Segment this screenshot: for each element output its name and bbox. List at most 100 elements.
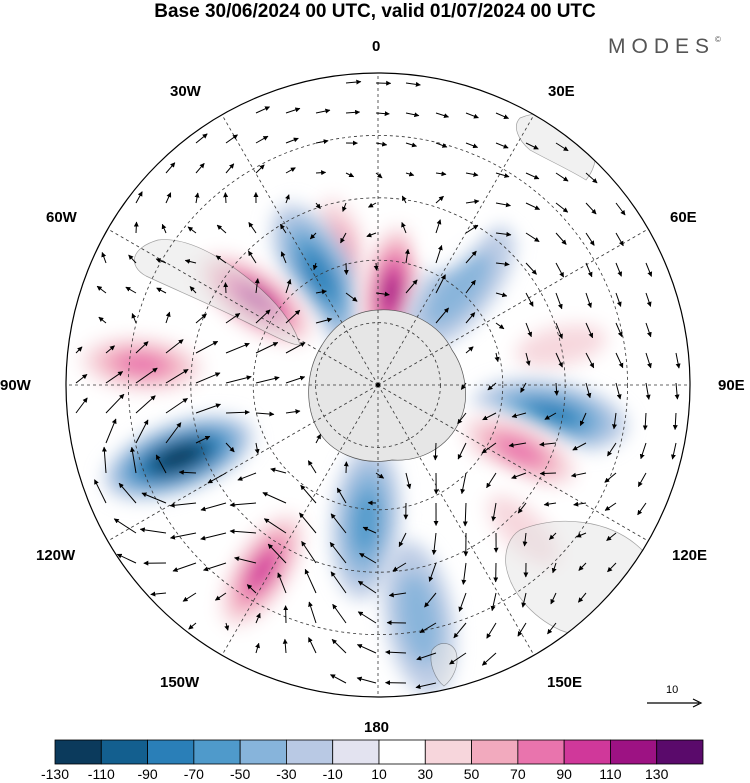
wind-arrow bbox=[200, 532, 227, 541]
wind-arrow bbox=[385, 649, 407, 655]
wind-arrow bbox=[525, 292, 534, 307]
wind-arrow bbox=[225, 409, 250, 415]
wind-arrow bbox=[141, 492, 167, 504]
wind-arrow bbox=[315, 170, 327, 176]
wind-arrow bbox=[187, 226, 197, 234]
wind-arrow bbox=[255, 342, 279, 354]
wind-arrow bbox=[551, 562, 557, 574]
wind-arrow bbox=[248, 250, 257, 264]
wind-arrow bbox=[612, 412, 617, 430]
wind-arrow bbox=[405, 472, 412, 490]
wind-arrow bbox=[482, 412, 497, 421]
wind-arrow bbox=[674, 382, 680, 400]
wind-arrow bbox=[255, 309, 271, 324]
wind-arrow bbox=[457, 412, 467, 425]
colorbar-tick-label: 10 bbox=[371, 766, 387, 782]
wind-arrow bbox=[615, 352, 624, 369]
wind-arrow bbox=[195, 162, 205, 174]
wind-arrow bbox=[300, 484, 317, 504]
wind-arrow bbox=[307, 460, 317, 474]
wind-arrow bbox=[465, 224, 479, 234]
wind-arrow bbox=[356, 676, 377, 684]
wind-arrow bbox=[340, 232, 347, 244]
wind-arrow bbox=[465, 171, 479, 177]
wind-arrow bbox=[517, 502, 527, 514]
wind-arrow bbox=[462, 502, 468, 527]
longitude-label-30e: 30E bbox=[548, 83, 575, 100]
wind-arrow bbox=[263, 518, 287, 534]
wind-arrow bbox=[254, 442, 260, 455]
wind-arrow bbox=[401, 195, 407, 204]
wind-arrow bbox=[75, 346, 83, 354]
wind-arrow bbox=[225, 375, 252, 384]
wind-arrow bbox=[645, 352, 652, 369]
wind-arrow bbox=[195, 435, 211, 444]
meridian-line bbox=[107, 228, 379, 386]
wind-arrow bbox=[405, 142, 417, 148]
negative-anomaly-blob bbox=[272, 204, 367, 346]
wind-arrow bbox=[375, 172, 383, 179]
wind-arrow bbox=[216, 224, 227, 234]
wind-arrow bbox=[487, 382, 497, 391]
wind-arrow bbox=[606, 532, 617, 541]
map-boundary bbox=[65, 72, 691, 698]
longitude-label-150w: 150W bbox=[160, 674, 200, 691]
wind-arrow bbox=[135, 191, 143, 204]
longitude-label-120e: 120E bbox=[672, 547, 708, 564]
wind-arrow bbox=[330, 513, 347, 534]
wind-arrow bbox=[357, 611, 377, 624]
colorbar-tick-label: -90 bbox=[137, 766, 158, 782]
wind-arrow bbox=[555, 262, 565, 278]
wind-arrow bbox=[214, 592, 227, 601]
wind-arrow bbox=[555, 352, 563, 368]
wind-arrow bbox=[255, 642, 260, 654]
wind-arrow bbox=[585, 202, 597, 215]
wind-arrow bbox=[465, 142, 479, 149]
wind-arrow bbox=[435, 142, 448, 148]
wind-arrow bbox=[255, 376, 280, 384]
positive-anomaly-blob bbox=[211, 501, 313, 639]
colorbar-swatch bbox=[239, 739, 287, 765]
wind-arrow bbox=[458, 592, 467, 612]
wind-arrow bbox=[481, 442, 497, 454]
wind-arrow bbox=[225, 134, 238, 144]
south-america-landmass bbox=[134, 239, 301, 346]
wind-arrow bbox=[495, 142, 509, 149]
colorbar-swatch bbox=[517, 739, 565, 765]
longitude-label-180: 180 bbox=[364, 719, 390, 736]
wind-arrow bbox=[255, 411, 275, 417]
wind-arrow bbox=[419, 622, 437, 634]
wind-arrow bbox=[330, 674, 347, 684]
wind-arrow bbox=[615, 292, 622, 307]
wind-arrow bbox=[315, 317, 333, 324]
wind-arrow bbox=[342, 202, 347, 212]
wind-arrow bbox=[194, 192, 200, 204]
wind-arrow bbox=[554, 382, 560, 396]
meridian-line bbox=[107, 384, 379, 542]
wind-arrow bbox=[642, 412, 648, 431]
wind-arrow bbox=[401, 222, 407, 234]
wind-arrow bbox=[118, 482, 137, 504]
wind-arrow bbox=[184, 259, 197, 264]
wind-arrow bbox=[415, 682, 437, 689]
wind-arrow bbox=[615, 322, 623, 338]
wind-arrow bbox=[416, 652, 437, 661]
wind-arrow bbox=[299, 512, 317, 534]
wind-arrow bbox=[555, 292, 563, 310]
wind-arrow bbox=[225, 163, 235, 174]
wind-arrow bbox=[329, 542, 347, 564]
colorbar-swatch bbox=[563, 739, 611, 765]
colorbar-tick-label: 70 bbox=[510, 766, 526, 782]
wind-arrow bbox=[522, 532, 528, 547]
wind-arrow bbox=[128, 254, 137, 264]
wind-arrow bbox=[607, 562, 617, 573]
wind-arrow bbox=[508, 442, 527, 448]
wind-arrow bbox=[645, 322, 652, 338]
wind-arrow bbox=[225, 442, 235, 453]
wind-arrow bbox=[615, 262, 623, 277]
wind-arrow bbox=[161, 223, 167, 234]
wind-arrow bbox=[75, 373, 88, 384]
wind-arrow bbox=[332, 603, 347, 624]
wind-arrow bbox=[461, 562, 467, 585]
